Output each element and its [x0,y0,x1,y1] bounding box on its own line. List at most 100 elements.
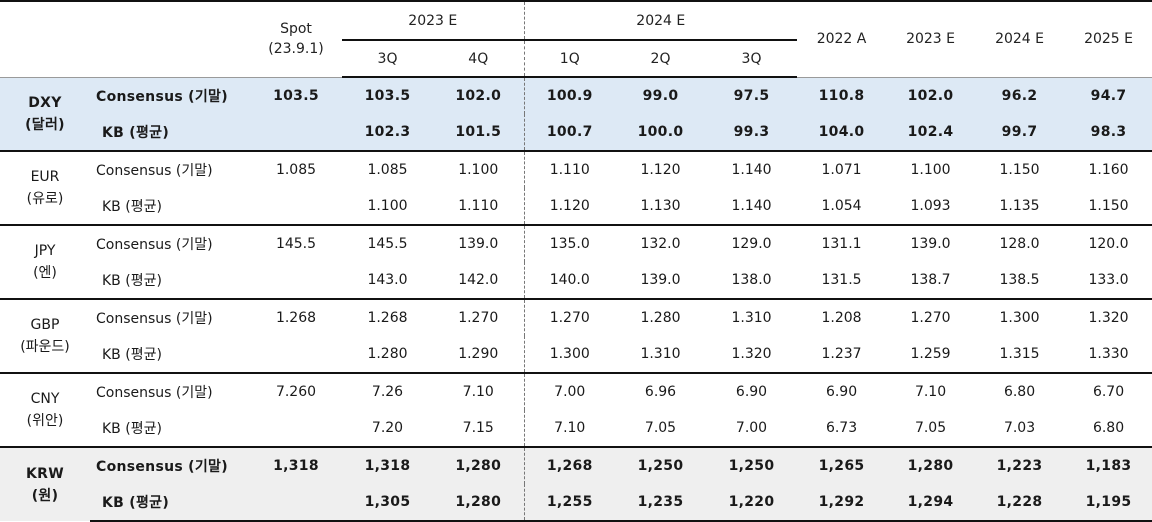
value-cell: 1.290 [458,346,499,362]
currency-cell: CNY (위안) [0,372,90,447]
currency-code: EUR [30,169,60,185]
value-cell: 145.5 [342,224,433,262]
value-cell: 1,294 [886,484,976,522]
value-cell: 1.300 [523,336,615,373]
header-2024-1q: 1Q [523,40,615,78]
value-cell: 1.320 [731,346,772,362]
source-label-kb: KB (평균) [102,421,162,437]
value-cell: 1.110 [523,150,615,188]
value-cell: 143.0 [367,272,408,288]
header-2023-3q: 3Q [342,40,433,78]
table-row: KB (평균) 7.20 7.15 7.10 7.05 7.00 6.73 7.05 7.03 6… [0,410,1152,447]
header-annual-2022a: 2022 A [797,0,887,77]
value-cell: 1,280 [433,484,524,522]
header-group-2024: 2024 E [523,0,798,41]
header-source-blank [90,0,250,77]
value-cell: 1,265 [797,446,887,484]
source-label-consensus: Consensus (기말) [90,76,250,114]
source-label-kb: KB (평균) [102,273,162,289]
header-spot-label: Spot [280,21,312,38]
value-cell: 1,292 [797,484,887,522]
value-cell: 6.80 [1092,420,1125,436]
value-cell: 6.90 [797,372,887,410]
value-cell: 133.0 [1088,272,1129,288]
value-cell: 1,183 [1064,446,1152,484]
currency-local-name: (위안) [26,413,64,429]
value-cell: 1.130 [640,198,681,214]
value-cell: 7.15 [462,420,494,436]
value-cell: 103.5 [342,76,433,114]
value-cell: 6.96 [615,372,706,410]
table-row: KB (평균) 1.100 1.110 1.120 1.130 1.140 1.054 1.0… [0,188,1152,225]
value-cell: 129.0 [706,224,798,262]
value-cell: 102.0 [433,76,524,114]
source-label-consensus: Consensus (기말) [90,298,250,336]
value-cell: 7.00 [523,372,615,410]
value-cell: 7.05 [914,420,947,436]
value-cell: 101.5 [433,114,524,151]
value-cell: 1,250 [706,446,798,484]
value-cell: 1,305 [342,484,433,522]
currency-code: GBP [30,317,60,333]
header-spot-date: (23.9.1) [268,41,324,58]
value-cell: 120.0 [1064,224,1152,262]
value-cell: 138.0 [731,272,772,288]
value-cell: 100.0 [615,114,706,151]
header-group-2023: 2023 E [342,0,524,41]
value-cell: 94.7 [1064,76,1152,114]
value-cell: 131.5 [821,272,862,288]
value-cell: 1.100 [886,150,976,188]
header-annual-2023e: 2023 E [886,0,976,77]
currency-local-name: (유로) [26,191,64,207]
value-cell: 102.0 [886,76,976,114]
currency-code: CNY [30,391,60,407]
value-cell: 1.100 [367,198,408,214]
header-currency-blank [0,0,90,77]
value-cell: 6.90 [706,372,798,410]
value-cell: 110.8 [797,76,887,114]
value-cell: 138.5 [999,272,1040,288]
value-cell: 1.310 [640,346,681,362]
value-cell: 140.0 [523,262,615,299]
value-cell [250,484,342,522]
value-cell: 1.300 [975,298,1065,336]
value-cell: 1,318 [250,446,342,484]
value-cell: 145.5 [250,224,342,262]
value-cell: 1.150 [1088,198,1129,214]
value-cell: 7.10 [886,372,976,410]
source-label-kb: KB (평균) [102,199,162,215]
table-row: KB (평균) 102.3 101.5 100.7 100.0 99.3 104.0 102.… [0,114,1152,151]
value-cell: 7.10 [523,410,615,447]
value-cell: 1.120 [523,188,615,225]
value-cell: 1,280 [433,446,524,484]
value-cell: 7.10 [433,372,524,410]
value-cell: 1,268 [523,446,615,484]
value-cell: 1.330 [1088,346,1129,362]
value-cell: 7.05 [644,420,677,436]
value-cell: 102.4 [886,114,976,151]
value-cell: 142.0 [458,272,499,288]
value-cell: 96.2 [975,76,1065,114]
value-cell: 1.237 [821,346,862,362]
header-2023-4q: 4Q [433,40,524,78]
value-cell: 1.110 [458,198,499,214]
value-cell: 138.7 [910,272,951,288]
currency-local-name: (원) [31,487,59,504]
value-cell: 1.270 [886,298,976,336]
table-row: KB (평균) 143.0 142.0 140.0 139.0 138.0 131.5 138… [0,262,1152,299]
value-cell: 1,255 [523,484,615,522]
header-2024-2q: 2Q [615,40,706,78]
currency-local-name: (달러) [25,116,65,133]
value-cell: 135.0 [523,224,615,262]
source-label-kb: KB (평균) [90,484,250,522]
currency-cell: DXY (달러) [0,76,90,151]
value-cell [250,262,342,299]
value-cell: 139.0 [640,272,681,288]
header-annual-2025e: 2025 E [1064,0,1152,77]
value-cell: 1.259 [910,346,951,362]
value-cell: 1,223 [975,446,1065,484]
value-cell: 1,280 [886,446,976,484]
value-cell: 99.0 [615,76,706,114]
value-cell: 1.120 [615,150,706,188]
